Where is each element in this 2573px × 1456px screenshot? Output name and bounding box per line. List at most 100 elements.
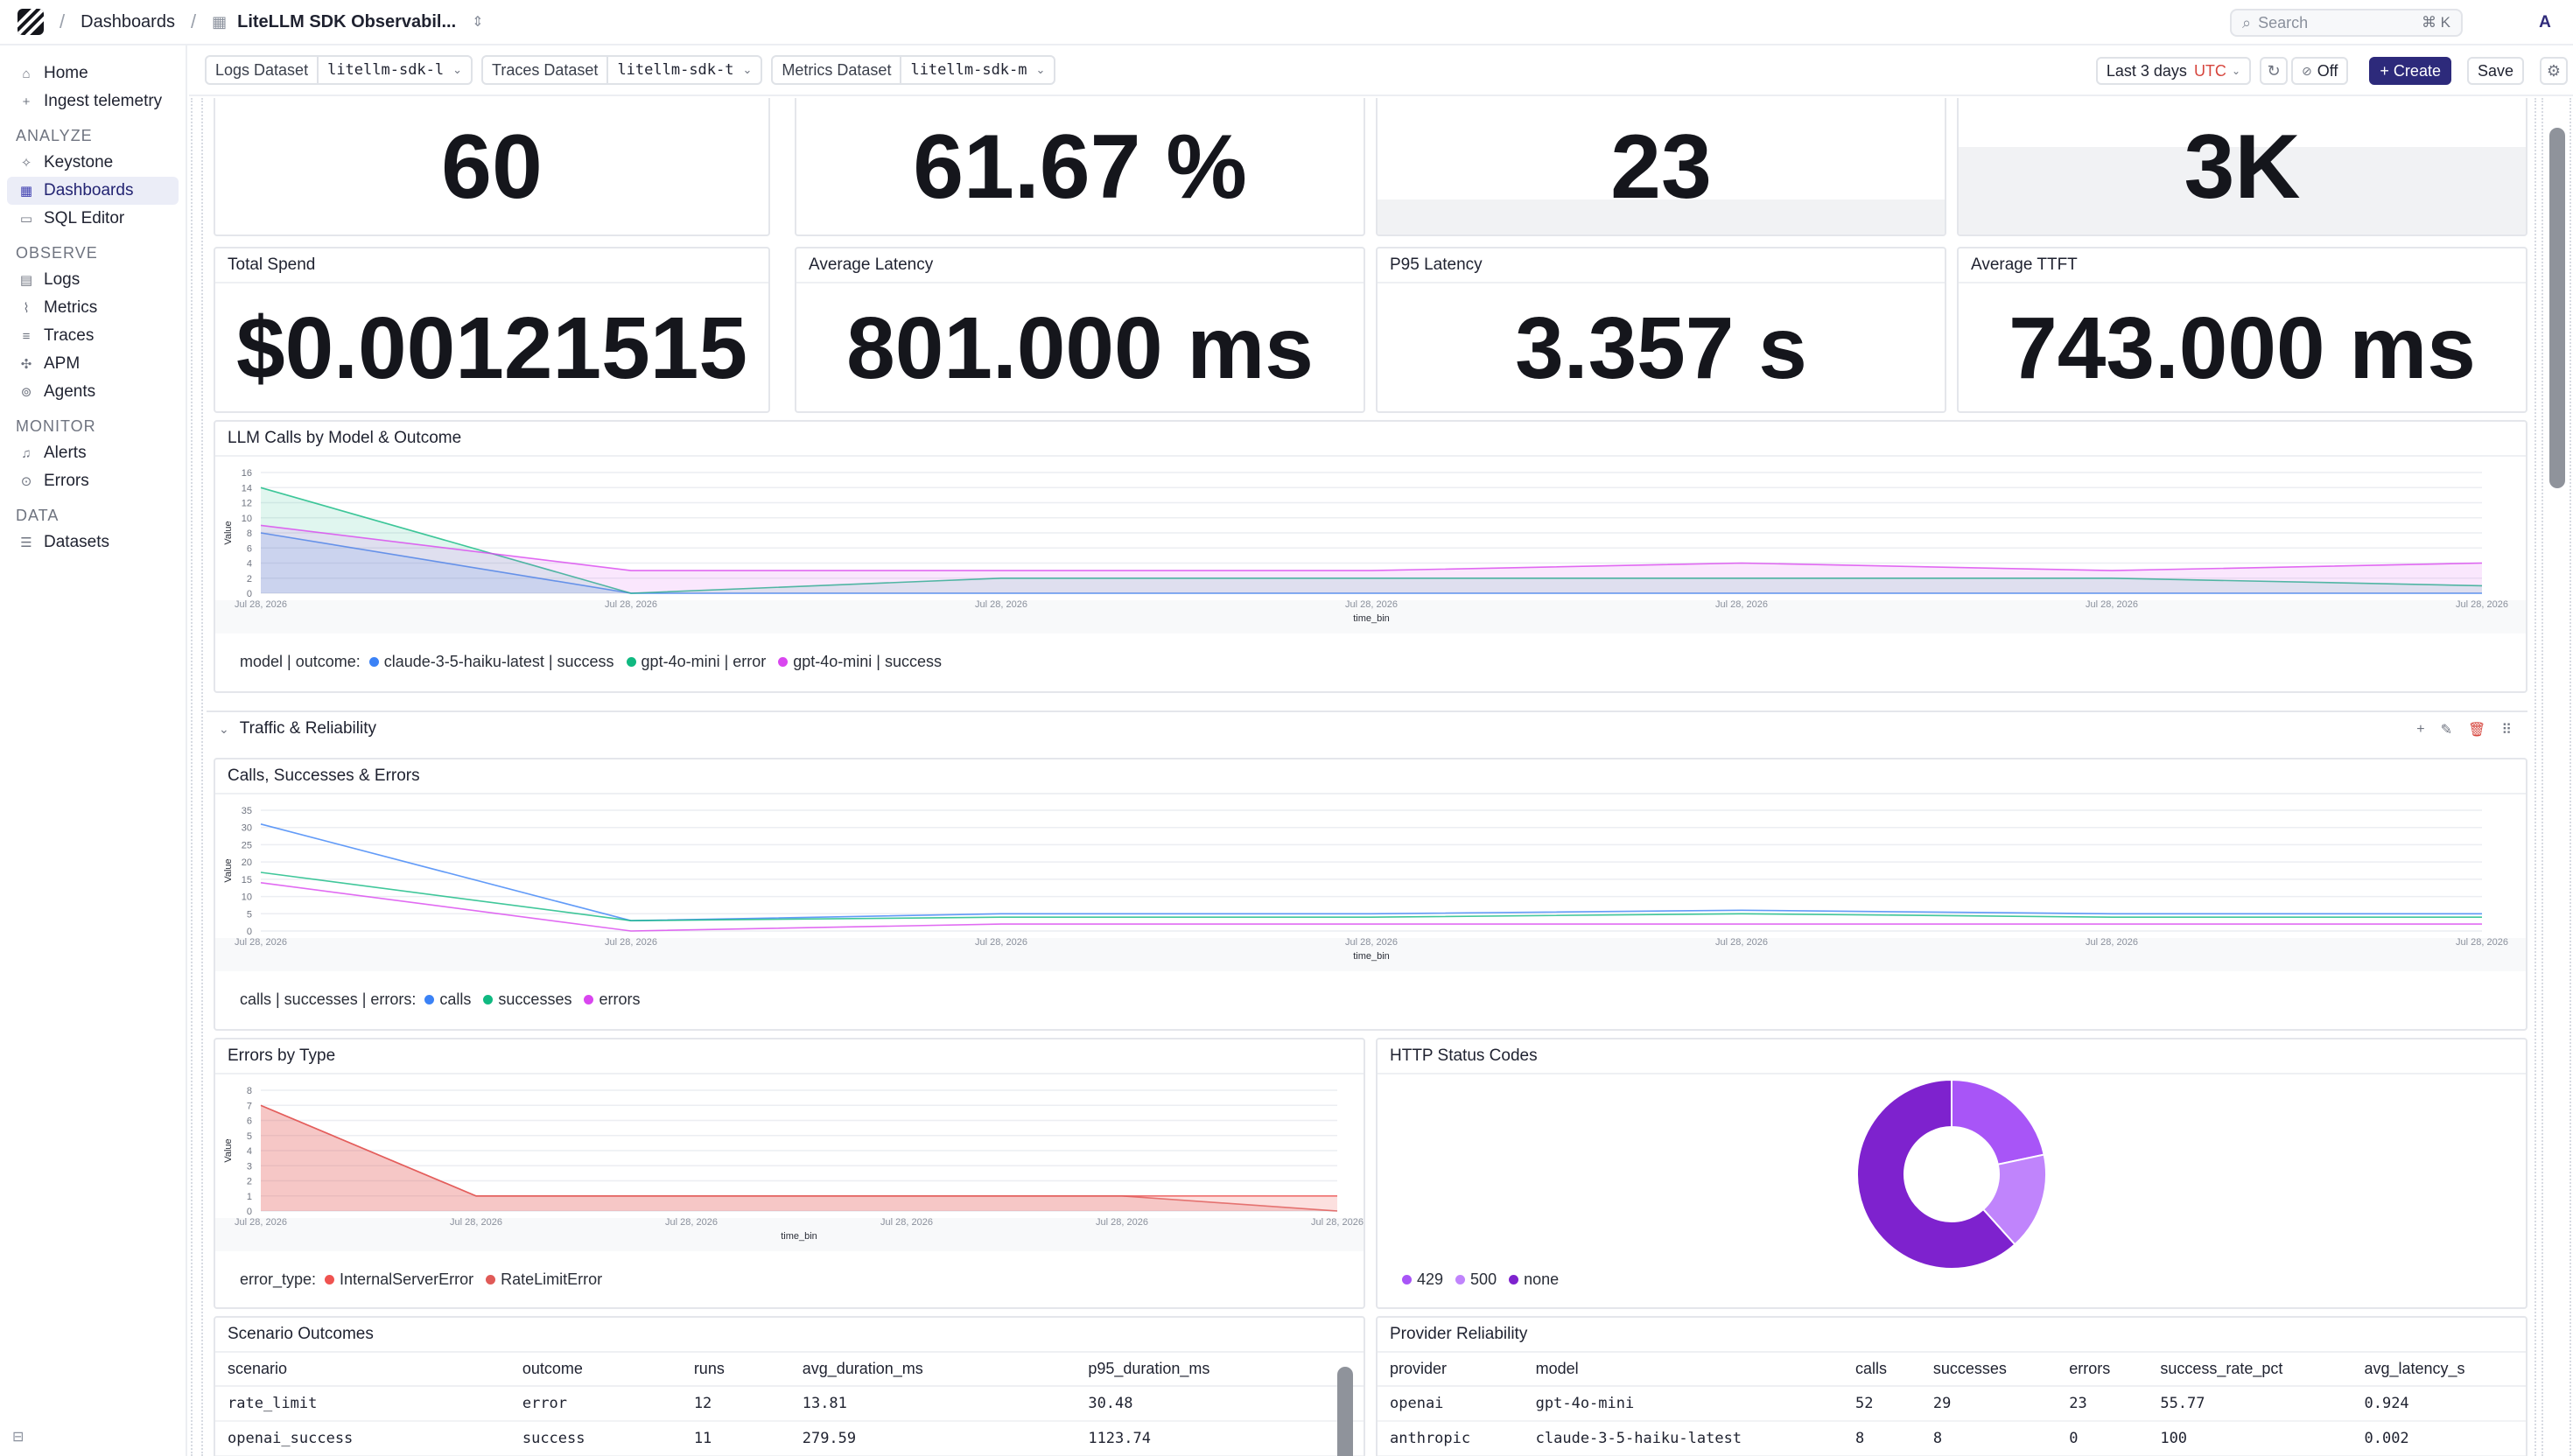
column-header[interactable]: successes xyxy=(1920,1353,2058,1387)
chevron-updown-icon[interactable]: ⇕ xyxy=(472,15,484,30)
column-header[interactable]: runs xyxy=(681,1353,790,1387)
sidebar-item-alerts[interactable]: ♫ Alerts xyxy=(7,439,179,467)
sidebar-item-traces[interactable]: ≡ Traces xyxy=(7,322,179,350)
errors-by-type-chart[interactable]: 0 1 2 3 4 5 6 7 8 Jul 28, 2026 Jul 28, 2026 Jul 28,… xyxy=(215,1078,1364,1270)
series-line[interactable] xyxy=(260,524,2483,571)
delete-icon[interactable]: 🗑 xyxy=(2467,723,2486,738)
legend-item[interactable]: RateLimitError xyxy=(486,1270,602,1289)
avatar[interactable]: A xyxy=(2539,13,2551,32)
stat-panel-tokens[interactable]: 3K xyxy=(1957,98,2527,236)
sidebar-item-sql-editor[interactable]: ▭ SQL Editor xyxy=(7,205,179,233)
column-header[interactable]: model xyxy=(1523,1353,1844,1387)
legend-item[interactable]: InternalServerError xyxy=(325,1270,473,1289)
stat-panel-p95-latency[interactable]: P95 Latency 3.357 s xyxy=(1376,247,1946,413)
series-line[interactable] xyxy=(260,872,2482,922)
stat-panel-average-ttft[interactable]: Average TTFT 743.000 ms xyxy=(1957,247,2527,413)
sidebar-item-keystone[interactable]: ✧ Keystone xyxy=(7,149,179,177)
auto-refresh-toggle[interactable]: ⊘ Off xyxy=(2291,57,2349,85)
series-line[interactable] xyxy=(260,823,2482,922)
metrics-dataset-select[interactable]: Metrics Dataset litellm-sdk-m ⌄ xyxy=(771,55,1056,85)
legend-label: RateLimitError xyxy=(501,1270,603,1288)
legend-item[interactable]: none xyxy=(1509,1270,1559,1289)
app-logo[interactable] xyxy=(18,9,44,35)
column-header[interactable]: errors xyxy=(2057,1353,2149,1387)
time-range-select[interactable]: Last 3 days UTC ⌄ xyxy=(2095,57,2251,85)
table-row[interactable]: anthropic claude-3-5-haiku-latest 8 8 0 100 0.… xyxy=(1378,1421,2526,1456)
pie-slice[interactable] xyxy=(1856,1078,2016,1270)
add-panel-icon[interactable]: + xyxy=(2416,722,2425,737)
drag-handle-icon[interactable]: ⠿ xyxy=(2501,723,2512,738)
column-header[interactable]: provider xyxy=(1378,1353,1524,1387)
scenario-outcomes-panel[interactable]: Scenario Outcomes scenario outcome runs avg… xyxy=(214,1316,1365,1456)
sidebar-item-label: APM xyxy=(44,354,81,373)
http-status-codes-panel[interactable]: HTTP Status Codes 429 500 none xyxy=(1376,1038,2527,1309)
provider-reliability-panel[interactable]: Provider Reliability provider model calls s… xyxy=(1376,1316,2527,1456)
table-row[interactable]: openai gpt-4o-mini 52 29 23 55.77 0.924 xyxy=(1378,1386,2526,1422)
breadcrumb-current-dashboard[interactable]: LiteLLM SDK Observabil... xyxy=(237,11,457,32)
table-row[interactable]: openai_success success 11 279.59 1123.74 xyxy=(215,1421,1364,1456)
llm-calls-panel[interactable]: LLM Calls by Model & Outcome 0 2 4 6 8 10 12 14… xyxy=(214,420,2527,693)
legend-item[interactable]: calls xyxy=(424,990,471,1009)
column-header[interactable]: success_rate_pct xyxy=(2148,1353,2352,1387)
column-header[interactable]: outcome xyxy=(509,1353,682,1387)
legend-item[interactable]: 500 xyxy=(1455,1270,1497,1289)
series-line[interactable] xyxy=(260,1104,1338,1212)
section-header-traffic-reliability[interactable]: ⌄ Traffic & Reliability + ✎ 🗑 ⠿ xyxy=(207,710,2527,746)
column-header[interactable]: scenario xyxy=(215,1353,510,1387)
stat-panel-errors[interactable]: 23 xyxy=(1376,98,1946,236)
errors-by-type-panel[interactable]: Errors by Type 0 1 2 3 4 5 6 7 8 Jul 28, 2026 Jul … xyxy=(214,1038,1365,1309)
sidebar-item-datasets[interactable]: ☰ Datasets xyxy=(7,528,179,556)
logs-dataset-select[interactable]: Logs Dataset litellm-sdk-l ⌄ xyxy=(205,55,473,85)
column-header[interactable]: calls xyxy=(1843,1353,1921,1387)
sidebar-item-errors[interactable]: ⊙ Errors xyxy=(7,467,179,495)
sidebar-item-apm[interactable]: ✣ APM xyxy=(7,350,179,378)
table-scrollbar[interactable] xyxy=(1337,1367,1353,1456)
stat-panel-calls[interactable]: 60 xyxy=(214,98,770,236)
sidebar-item-dashboards[interactable]: ▦ Dashboards xyxy=(7,177,179,205)
series-line[interactable] xyxy=(260,882,2482,932)
page-scrollbar-thumb[interactable] xyxy=(2549,128,2565,488)
legend-item[interactable]: claude-3-5-haiku-latest | success xyxy=(368,653,614,671)
search-input[interactable]: ⌕ Search ⌘ K xyxy=(2230,9,2463,37)
stat-panel-average-latency[interactable]: Average Latency 801.000 ms xyxy=(795,247,1365,413)
sidebar-item-home[interactable]: ⌂ Home xyxy=(7,60,179,88)
chevron-down-icon: ⌄ xyxy=(452,63,463,77)
x-tick-label: Jul 28, 2026 xyxy=(975,937,1027,948)
http-status-donut-chart[interactable] xyxy=(1378,1078,2526,1270)
panel-title: Average Latency xyxy=(796,248,1364,284)
legend-item[interactable]: gpt-4o-mini | success xyxy=(778,653,942,671)
edit-icon[interactable]: ✎ xyxy=(2440,723,2452,738)
table-cell: rate_limit xyxy=(215,1386,510,1422)
stat-panel-total-spend[interactable]: Total Spend $0.00121515 xyxy=(214,247,770,413)
save-button[interactable]: Save xyxy=(2466,57,2524,85)
create-button[interactable]: + Create xyxy=(2369,57,2451,85)
series-line[interactable] xyxy=(260,486,2483,594)
legend-label: claude-3-5-haiku-latest | success xyxy=(383,653,614,670)
legend-item[interactable]: 429 xyxy=(1402,1270,1443,1289)
table-row[interactable]: rate_limit error 12 13.81 30.48 xyxy=(215,1386,1364,1422)
breadcrumb-dashboards[interactable]: Dashboards xyxy=(81,11,175,32)
legend-item[interactable]: errors xyxy=(584,990,640,1009)
sidebar-item-metrics[interactable]: ⌇ Metrics xyxy=(7,294,179,322)
column-header[interactable]: avg_latency_s xyxy=(2352,1353,2526,1387)
sidebar-item-ingest-telemetry[interactable]: + Ingest telemetry xyxy=(7,88,179,116)
column-header[interactable]: avg_duration_ms xyxy=(789,1353,1076,1387)
sidebar-item-logs[interactable]: ▤ Logs xyxy=(7,266,179,294)
column-header[interactable]: p95_duration_ms xyxy=(1076,1353,1364,1387)
llm-calls-chart[interactable]: 0 2 4 6 8 10 12 14 16 Jul 28, 2026 Jul 28, 2026 Jul… xyxy=(215,460,2526,653)
pie-slice[interactable] xyxy=(1951,1078,2045,1166)
collapse-sidebar-icon[interactable]: ⊟ xyxy=(12,1430,25,1445)
calls-successes-errors-panel[interactable]: Calls, Successes & Errors 0 5 10 15 20 25 30 35… xyxy=(214,758,2527,1031)
traces-dataset-select[interactable]: Traces Dataset litellm-sdk-t ⌄ xyxy=(481,55,763,85)
x-axis-label: time_bin xyxy=(781,1231,817,1242)
x-axis-band xyxy=(215,600,2526,634)
chevron-down-icon[interactable]: ⌄ xyxy=(219,721,229,736)
legend-title: calls | successes | errors: xyxy=(240,990,417,1008)
legend-item[interactable]: successes xyxy=(483,990,571,1009)
sidebar-item-agents[interactable]: ⊚ Agents xyxy=(7,378,179,406)
refresh-button[interactable]: ↻ xyxy=(2260,57,2288,85)
stat-panel-success-rate[interactable]: 61.67 % xyxy=(795,98,1365,236)
calls-successes-errors-chart[interactable]: 0 5 10 15 20 25 30 35 Jul 28, 2026 Jul 28, 2026 Ju… xyxy=(215,798,2526,990)
legend-item[interactable]: gpt-4o-mini | error xyxy=(626,653,766,671)
settings-button[interactable]: ⚙ xyxy=(2540,57,2568,85)
